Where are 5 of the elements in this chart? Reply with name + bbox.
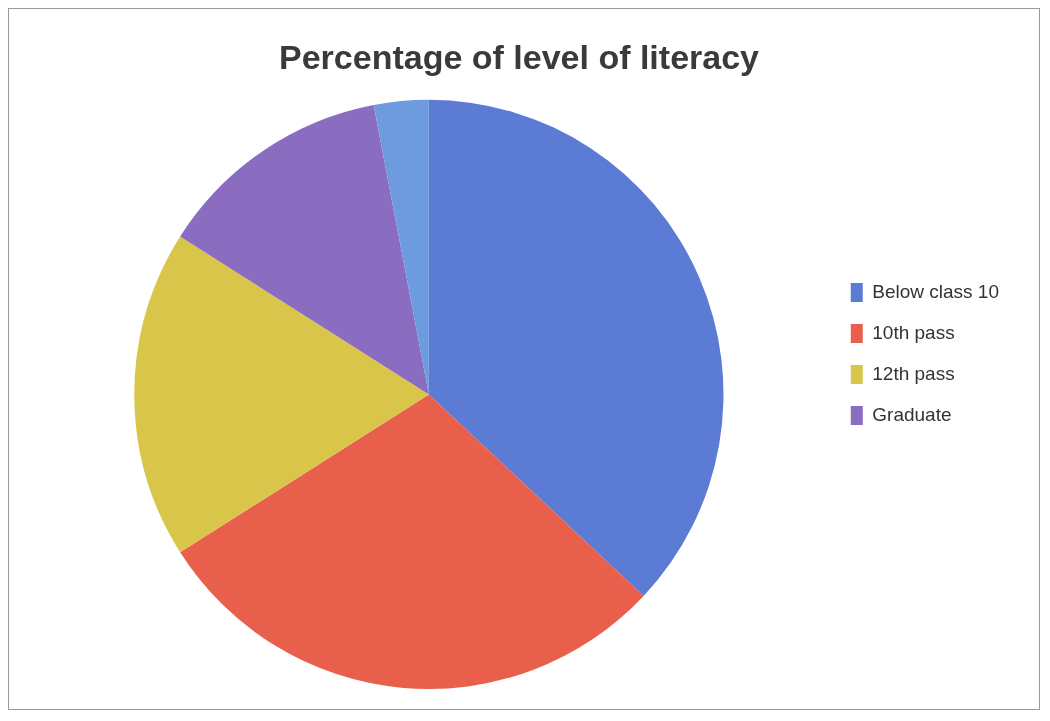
chart-title: Percentage of level of literacy xyxy=(279,37,760,76)
legend-label: 12th pass xyxy=(872,362,955,384)
legend-label: 10th pass xyxy=(872,321,955,343)
legend-label: Graduate xyxy=(872,403,952,425)
legend-label: Below class 10 xyxy=(872,280,1000,302)
